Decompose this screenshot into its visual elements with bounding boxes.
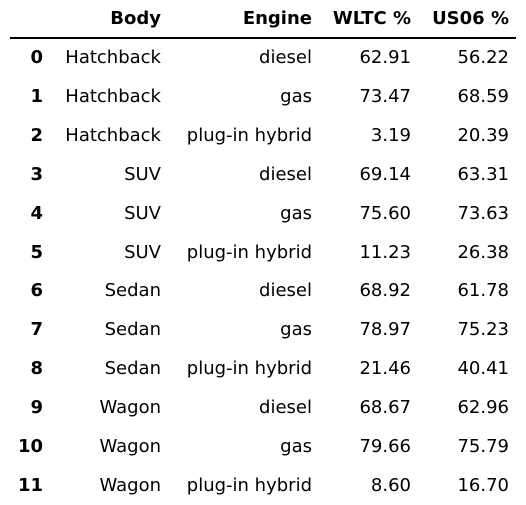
column-header: US06 % bbox=[432, 8, 509, 29]
column-header: Body bbox=[110, 8, 161, 29]
cell-wltc: 21.46 bbox=[359, 358, 411, 380]
cell-wltc: 73.47 bbox=[359, 85, 411, 107]
row-index: 7 bbox=[30, 319, 43, 341]
cell-body: Wagon bbox=[99, 397, 161, 419]
cell-engine: diesel bbox=[259, 163, 312, 185]
row-index: 10 bbox=[17, 436, 43, 457]
cell-engine: plug-in hybrid bbox=[186, 474, 312, 496]
cell-body: Sedan bbox=[104, 280, 161, 302]
cell-us06: 68.59 bbox=[457, 85, 509, 107]
cell-us06: 16.70 bbox=[457, 474, 509, 496]
cell-engine: diesel bbox=[259, 47, 312, 68]
cell-wltc: 78.97 bbox=[359, 319, 411, 341]
cell-engine: gas bbox=[280, 202, 312, 224]
cell-us06: 75.23 bbox=[457, 319, 509, 341]
cell-wltc: 68.67 bbox=[359, 397, 411, 419]
cell-body: Hatchback bbox=[65, 47, 161, 68]
cell-wltc: 69.14 bbox=[359, 163, 411, 185]
cell-us06: 63.31 bbox=[457, 163, 509, 185]
column-header: WLTC % bbox=[332, 8, 411, 29]
cell-engine: diesel bbox=[259, 397, 312, 419]
cell-us06: 62.96 bbox=[457, 397, 509, 419]
row-index: 5 bbox=[30, 241, 43, 263]
row-index: 11 bbox=[17, 474, 43, 496]
cell-body: Hatchback bbox=[65, 85, 161, 107]
cell-body: SUV bbox=[124, 163, 161, 185]
cell-body: Hatchback bbox=[65, 124, 161, 146]
cell-body: SUV bbox=[124, 241, 161, 263]
cell-wltc: 75.60 bbox=[359, 202, 411, 224]
cell-engine: plug-in hybrid bbox=[186, 124, 312, 146]
column-header: Engine bbox=[242, 8, 312, 29]
row-index: 9 bbox=[30, 397, 43, 419]
row-index: 3 bbox=[30, 163, 43, 185]
cell-body: Sedan bbox=[104, 319, 161, 341]
row-index: 0 bbox=[30, 47, 43, 68]
cell-engine: gas bbox=[280, 85, 312, 107]
cell-us06: 73.63 bbox=[457, 202, 509, 224]
cell-us06: 26.38 bbox=[457, 241, 509, 263]
cell-wltc: 11.23 bbox=[359, 241, 411, 263]
row-index: 4 bbox=[30, 202, 43, 224]
cell-engine: diesel bbox=[259, 280, 312, 302]
row-index: 8 bbox=[30, 358, 43, 380]
cell-wltc: 68.92 bbox=[359, 280, 411, 302]
cell-body: SUV bbox=[124, 202, 161, 224]
cell-us06: 56.22 bbox=[457, 47, 509, 68]
cell-body: Sedan bbox=[104, 358, 161, 380]
cell-us06: 40.41 bbox=[457, 358, 509, 380]
row-index: 1 bbox=[30, 85, 43, 107]
row-index: 6 bbox=[30, 280, 43, 302]
cell-wltc: 79.66 bbox=[359, 436, 411, 457]
cell-engine: gas bbox=[280, 319, 312, 341]
cell-wltc: 8.60 bbox=[370, 474, 411, 496]
cell-engine: plug-in hybrid bbox=[186, 358, 312, 380]
cell-engine: plug-in hybrid bbox=[186, 241, 312, 263]
cell-us06: 75.79 bbox=[457, 436, 509, 457]
header-rule bbox=[10, 37, 516, 39]
cell-us06: 61.78 bbox=[457, 280, 509, 302]
cell-us06: 20.39 bbox=[457, 124, 509, 146]
cell-body: Wagon bbox=[99, 474, 161, 496]
row-index: 2 bbox=[30, 124, 43, 146]
cell-engine: gas bbox=[280, 436, 312, 457]
cell-wltc: 62.91 bbox=[359, 47, 411, 68]
cell-wltc: 3.19 bbox=[370, 124, 411, 146]
cell-body: Wagon bbox=[99, 436, 161, 457]
